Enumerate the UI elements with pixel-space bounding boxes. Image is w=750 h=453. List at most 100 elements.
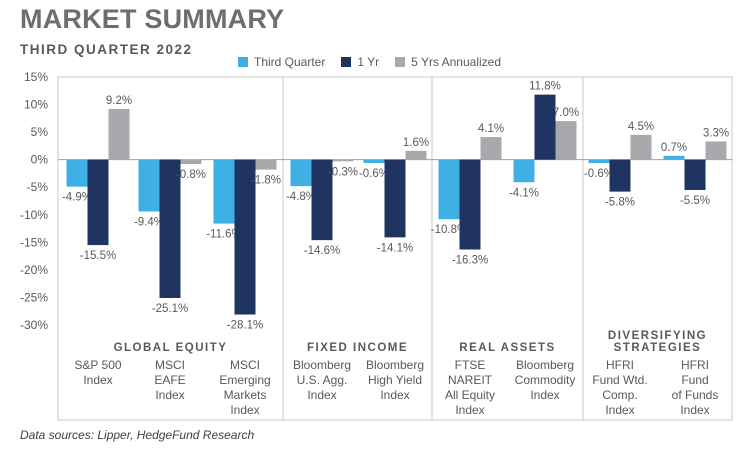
category-label-hfri-fund-of-funds-index: of Funds [672, 388, 719, 402]
data-label-msci-emerging-markets-index-third-quarter: -11.6% [206, 229, 242, 241]
data-label-hfri-fund-wtd-comp-index-5-yrs-annualized: 4.5% [628, 121, 654, 133]
group-title-global-equity: GLOBAL EQUITY [114, 342, 228, 354]
bar-bloomberg-u-s-agg-index-1-yr [311, 159, 333, 241]
data-label-bloomberg-high-yield-index-third-quarter: -0.6% [359, 168, 389, 180]
bar-hfri-fund-wtd-comp-index-5-yrs-annualized [630, 134, 652, 160]
bar-bloomberg-commodity-index-5-yrs-annualized [555, 121, 577, 160]
category-label-ftse-nareit-all-equity-index: FTSE [455, 358, 486, 372]
legend-label-1-yr: 1 Yr [357, 55, 380, 69]
category-label-hfri-fund-wtd-comp-index: Index [605, 403, 634, 417]
data-label-msci-eafe-index-third-quarter: -9.4% [134, 216, 164, 228]
data-label-bloomberg-u-s-agg-index-1-yr: -14.6% [304, 245, 340, 257]
data-label-s-p-500-index-third-quarter: -4.9% [62, 192, 92, 204]
bar-bloomberg-high-yield-index-1-yr [384, 159, 406, 238]
chart-legend: Third Quarter 1 Yr 5 Yrs Annualized [238, 55, 501, 69]
category-label-bloomberg-commodity-index: Index [530, 388, 559, 402]
data-label-ftse-nareit-all-equity-index-third-quarter: -10.8% [431, 224, 467, 236]
page-subtitle: THIRD QUARTER 2022 [20, 42, 193, 57]
category-label-bloomberg-u-s-agg-index: Bloomberg [293, 358, 351, 372]
bar-msci-eafe-index-1-yr [159, 159, 181, 298]
data-label-ftse-nareit-all-equity-index-1-yr: -16.3% [452, 254, 488, 266]
data-label-bloomberg-commodity-index-1-yr: 11.8% [529, 81, 561, 93]
bar-hfri-fund-of-funds-index-third-quarter [663, 155, 685, 160]
bar-bloomberg-u-s-agg-index-third-quarter [290, 159, 312, 187]
bar-hfri-fund-of-funds-index-5-yrs-annualized [705, 141, 727, 160]
data-source-note: Data sources: Lipper, HedgeFund Research [20, 428, 255, 442]
category-label-hfri-fund-wtd-comp-index: HFRI [606, 358, 634, 372]
data-label-hfri-fund-of-funds-index-1-yr: -5.5% [680, 195, 710, 207]
bar-ftse-nareit-all-equity-index-third-quarter [438, 159, 460, 220]
legend-label-third-quarter: Third Quarter [254, 55, 326, 69]
category-label-s-p-500-index: Index [83, 373, 112, 387]
legend-label-5-yrs-annualized: 5 Yrs Annualized [411, 55, 501, 69]
category-label-bloomberg-high-yield-index: Bloomberg [366, 358, 424, 372]
data-label-s-p-500-index-5-yrs-annualized: 9.2% [106, 95, 132, 107]
data-label-bloomberg-high-yield-index-1-yr: -14.1% [377, 242, 413, 254]
data-label-bloomberg-commodity-index-5-yrs-annualized: 7.0% [553, 107, 579, 119]
group-title-fixed-income: FIXED INCOME [307, 342, 408, 354]
category-label-hfri-fund-of-funds-index: Fund [681, 373, 708, 387]
y-tick-label: -10% [20, 208, 48, 222]
group-title-diversifying-strategies: STRATEGIES [614, 342, 702, 354]
bar-msci-emerging-markets-index-1-yr [234, 159, 256, 315]
legend-item-third-quarter: Third Quarter [238, 55, 325, 69]
bar-msci-emerging-markets-index-5-yrs-annualized [255, 159, 277, 170]
category-label-hfri-fund-of-funds-index: Index [680, 403, 709, 417]
category-label-ftse-nareit-all-equity-index: Index [455, 403, 484, 417]
category-label-s-p-500-index: S&P 500 [74, 358, 121, 372]
category-label-bloomberg-commodity-index: Bloomberg [516, 358, 574, 372]
data-label-ftse-nareit-all-equity-index-5-yrs-annualized: 4.1% [478, 123, 504, 135]
category-label-hfri-fund-wtd-comp-index: Fund Wtd. [592, 373, 647, 387]
data-label-msci-eafe-index-1-yr: -25.1% [152, 303, 188, 315]
legend-item-5-yrs-annualized: 5 Yrs Annualized [395, 55, 501, 69]
bar-hfri-fund-wtd-comp-index-third-quarter [588, 159, 610, 163]
category-label-msci-eafe-index: EAFE [154, 373, 185, 387]
bar-bloomberg-commodity-index-1-yr [534, 94, 556, 160]
y-tick-label: -20% [20, 263, 48, 277]
bar-msci-emerging-markets-index-third-quarter [213, 159, 235, 224]
legend-swatch-1-yr [341, 57, 352, 67]
bar-bloomberg-commodity-index-third-quarter [513, 159, 535, 183]
y-tick-label: 5% [31, 125, 49, 139]
bar-bloomberg-u-s-agg-index-5-yrs-annualized [332, 159, 354, 162]
bar-s-p-500-index-5-yrs-annualized [108, 108, 130, 160]
bar-s-p-500-index-third-quarter [66, 159, 88, 187]
bar-s-p-500-index-1-yr [87, 159, 109, 246]
legend-swatch-5-yrs-annualized [395, 57, 406, 67]
data-label-bloomberg-high-yield-index-5-yrs-annualized: 1.6% [403, 137, 429, 149]
data-label-s-p-500-index-1-yr: -15.5% [80, 250, 116, 262]
data-label-msci-eafe-index-5-yrs-annualized: -0.8% [176, 169, 206, 181]
category-label-bloomberg-high-yield-index: Index [380, 388, 409, 402]
data-label-hfri-fund-wtd-comp-index-1-yr: -5.8% [605, 197, 635, 209]
data-label-msci-emerging-markets-index-5-yrs-annualized: -1.8% [251, 175, 281, 187]
plot-frame [57, 76, 733, 421]
legend-item-1-yr: 1 Yr [341, 55, 379, 69]
data-label-hfri-fund-of-funds-index-5-yrs-annualized: 3.3% [703, 127, 729, 139]
category-label-bloomberg-u-s-agg-index: Index [307, 388, 336, 402]
data-label-hfri-fund-wtd-comp-index-third-quarter: -0.6% [584, 168, 614, 180]
category-label-msci-emerging-markets-index: MSCI [230, 358, 260, 372]
y-tick-label: -30% [20, 318, 48, 332]
category-label-bloomberg-commodity-index: Commodity [515, 373, 576, 387]
data-label-hfri-fund-of-funds-index-third-quarter: 0.7% [661, 142, 687, 154]
y-tick-label: 0% [31, 153, 49, 167]
category-label-bloomberg-u-s-agg-index: U.S. Agg. [297, 373, 348, 387]
data-label-bloomberg-u-s-agg-index-third-quarter: -4.8% [286, 191, 316, 203]
bar-msci-eafe-index-5-yrs-annualized [180, 159, 202, 165]
category-label-ftse-nareit-all-equity-index: NAREIT [448, 373, 493, 387]
y-tick-label: 10% [24, 98, 48, 112]
legend-swatch-third-quarter [238, 57, 248, 67]
category-label-msci-eafe-index: Index [155, 388, 184, 402]
category-label-hfri-fund-of-funds-index: HFRI [681, 358, 709, 372]
bar-ftse-nareit-all-equity-index-1-yr [459, 159, 481, 250]
group-title-diversifying-strategies: DIVERSIFYING [608, 330, 707, 342]
bar-bloomberg-high-yield-index-5-yrs-annualized [405, 150, 427, 160]
category-label-msci-emerging-markets-index: Emerging [219, 373, 270, 387]
bar-msci-eafe-index-third-quarter [138, 159, 160, 212]
page-title: MARKET SUMMARY [20, 4, 285, 34]
category-label-hfri-fund-wtd-comp-index: Comp. [602, 388, 637, 402]
category-label-bloomberg-high-yield-index: High Yield [368, 373, 422, 387]
y-tick-label: 15% [24, 70, 48, 84]
bar-ftse-nareit-all-equity-index-5-yrs-annualized [480, 137, 502, 160]
